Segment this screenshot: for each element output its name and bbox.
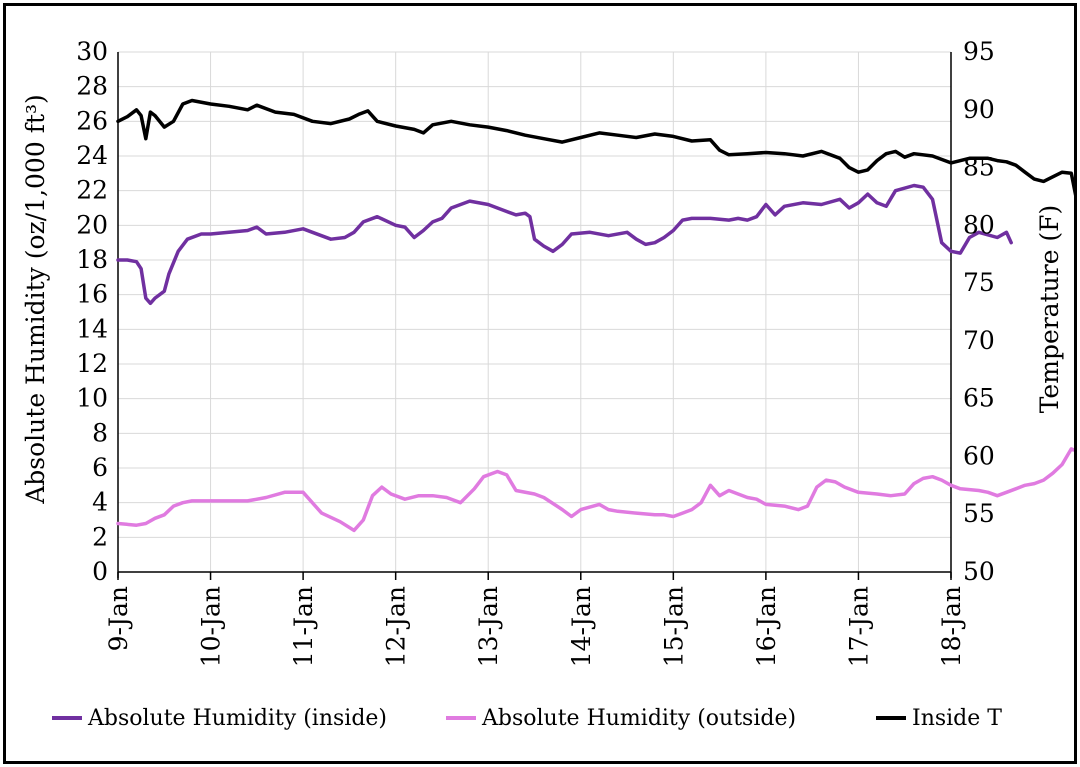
series-line-2 bbox=[116, 98, 1074, 196]
y-tick-label: 12 bbox=[76, 349, 108, 378]
y-tick-label: 10 bbox=[76, 384, 108, 413]
y-tick-label: 18 bbox=[76, 245, 108, 274]
x-tick-label: 11-Jan bbox=[289, 586, 318, 667]
legend-label: Absolute Humidity (inside) bbox=[87, 706, 387, 731]
x-tick-label: 14-Jan bbox=[567, 586, 596, 667]
y2-axis-title: Temperature (F) bbox=[1035, 205, 1064, 414]
x-tick-label: 16-Jan bbox=[752, 586, 781, 667]
y-tick-label: 20 bbox=[76, 210, 108, 239]
y-tick-label: 14 bbox=[76, 314, 108, 343]
y-tick-label: 2 bbox=[92, 522, 108, 551]
x-tick-label: 17-Jan bbox=[844, 586, 873, 667]
y-tick-label: 8 bbox=[92, 418, 108, 447]
x-tick-label: 15-Jan bbox=[659, 586, 688, 667]
legend-label: Inside T bbox=[912, 706, 1002, 731]
y2-tick-label: 60 bbox=[963, 441, 995, 470]
y-tick-label: 24 bbox=[76, 141, 108, 170]
y2-tick-label: 80 bbox=[963, 210, 995, 239]
y-tick-label: 22 bbox=[76, 176, 108, 205]
x-tick-label: 10-Jan bbox=[197, 586, 226, 667]
x-tick-label: 9-Jan bbox=[104, 586, 133, 651]
x-tick-label: 13-Jan bbox=[474, 586, 503, 667]
y-tick-label: 4 bbox=[92, 488, 108, 517]
line-chart: 0246810121416182022242628305055606570758… bbox=[21, 37, 1074, 731]
chart-frame: 0 2 4 6 8 10 12 14 16 18 20 22 24 26 28 30 50 55 60 65 70 75 8… bbox=[3, 3, 1077, 764]
series-line-0 bbox=[116, 183, 1013, 306]
y2-tick-label: 90 bbox=[963, 95, 995, 124]
y2-tick-label: 75 bbox=[963, 268, 995, 297]
legend: Absolute Humidity (inside) Absolute Humid… bbox=[52, 706, 1002, 731]
series-line-1 bbox=[116, 447, 1074, 533]
tick-labels: 0246810121416182022242628305055606570758… bbox=[76, 37, 995, 667]
y2-tick-label: 70 bbox=[963, 326, 995, 355]
y2-tick-label: 95 bbox=[963, 37, 995, 66]
y-tick-label: 28 bbox=[76, 72, 108, 101]
y-tick-label: 16 bbox=[76, 280, 108, 309]
y-tick-label: 26 bbox=[76, 106, 108, 135]
y2-tick-label: 65 bbox=[963, 384, 995, 413]
y-axis-title: Absolute Humidity (oz/1,000 ft³) bbox=[21, 94, 50, 505]
y-tick-label: 30 bbox=[76, 37, 108, 66]
y2-tick-label: 50 bbox=[963, 557, 995, 586]
y2-tick-label: 85 bbox=[963, 153, 995, 182]
x-tick-label: 18-Jan bbox=[937, 586, 966, 667]
series-lines bbox=[116, 98, 1074, 533]
x-tick-label: 12-Jan bbox=[382, 586, 411, 667]
axes bbox=[117, 52, 952, 580]
y-tick-label: 0 bbox=[92, 557, 108, 586]
y2-tick-label: 55 bbox=[963, 499, 995, 528]
gridlines bbox=[117, 51, 952, 573]
y-tick-label: 6 bbox=[92, 453, 108, 482]
legend-label: Absolute Humidity (outside) bbox=[481, 706, 796, 731]
